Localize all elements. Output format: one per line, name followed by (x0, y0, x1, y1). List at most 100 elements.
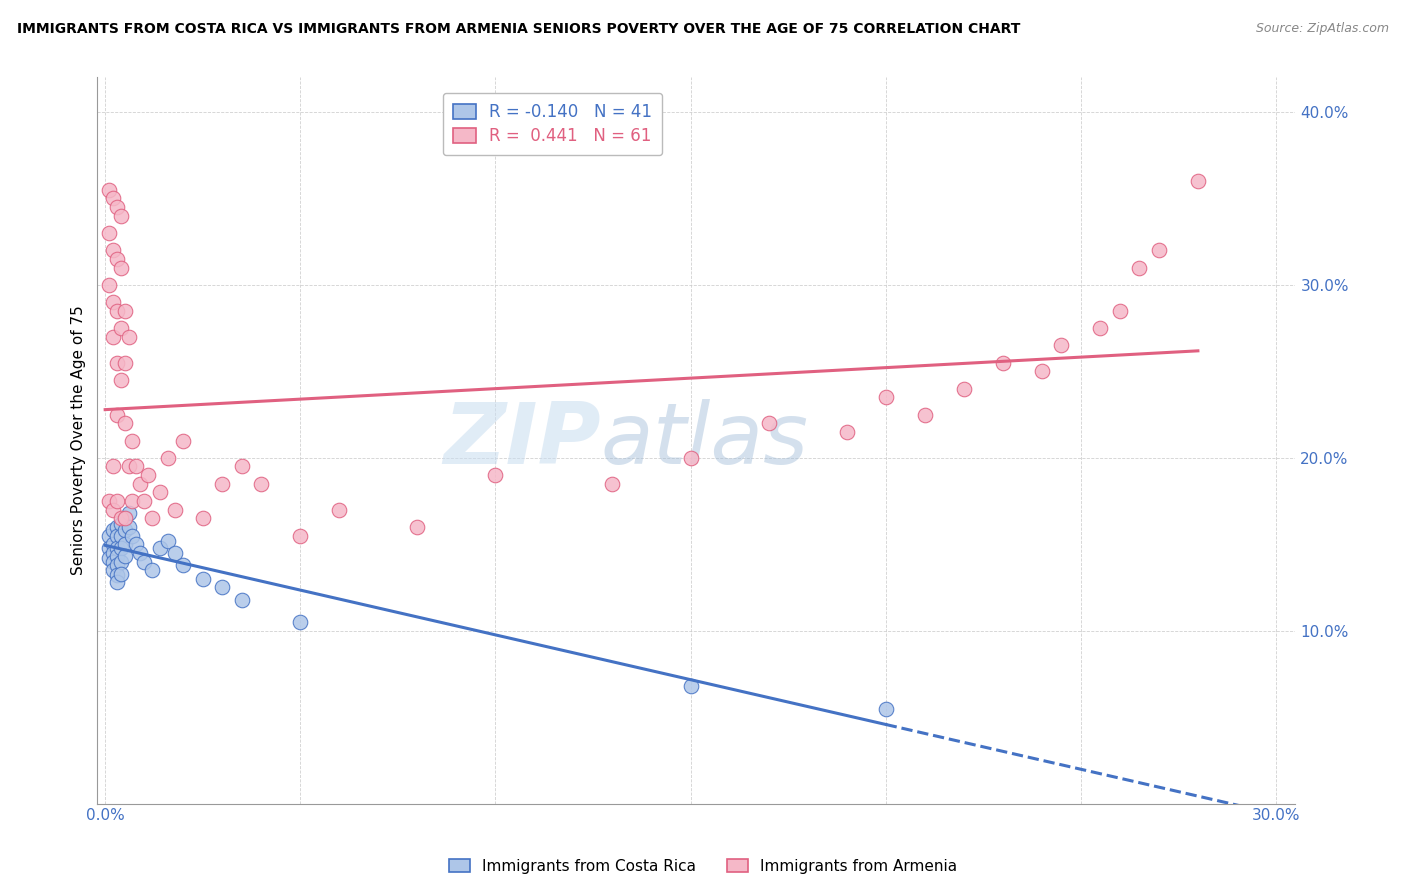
Point (110, 511, 132, 525)
Point (156, 533, 179, 548)
Text: IMMIGRANTS FROM COSTA RICA VS IMMIGRANTS FROM ARMENIA SENIORS POVERTY OVER THE A: IMMIGRANTS FROM COSTA RICA VS IMMIGRANTS… (17, 22, 1021, 37)
Point (114, 537, 136, 551)
Point (101, 502, 124, 516)
Point (101, 537, 124, 551)
Point (875, 701, 897, 715)
Text: Source: ZipAtlas.com: Source: ZipAtlas.com (1256, 22, 1389, 36)
Point (211, 476, 233, 491)
Point (141, 511, 163, 525)
Point (101, 244, 124, 258)
Point (110, 528, 132, 542)
Point (134, 555, 156, 569)
Legend: R = -0.140   N = 41, R =  0.441   N = 61: R = -0.140 N = 41, R = 0.441 N = 61 (443, 93, 662, 155)
Point (484, 468, 506, 483)
Point (114, 356, 136, 370)
Point (110, 566, 132, 581)
Point (172, 558, 194, 572)
Point (125, 459, 148, 474)
Point (125, 537, 148, 551)
Point (1108, 303, 1130, 318)
Point (114, 416, 136, 430)
Point (211, 581, 233, 595)
Point (101, 563, 124, 577)
Point (114, 511, 136, 525)
Point (165, 502, 187, 516)
Point (290, 615, 312, 629)
Point (101, 546, 124, 560)
Point (105, 541, 128, 555)
Point (952, 382, 974, 396)
Text: ZIP: ZIP (443, 399, 600, 482)
Point (117, 330, 139, 344)
Point (835, 425, 858, 439)
Point (1031, 364, 1053, 378)
Point (114, 549, 136, 564)
Point (110, 373, 132, 387)
Point (165, 546, 187, 560)
Point (117, 520, 139, 534)
Point (679, 679, 702, 693)
Point (114, 303, 136, 318)
Point (105, 568, 128, 582)
Point (149, 541, 172, 555)
Point (1147, 244, 1170, 258)
Point (105, 200, 128, 214)
Point (191, 572, 214, 586)
Point (98, 528, 121, 542)
Point (191, 511, 214, 525)
Point (149, 485, 172, 500)
Point (101, 555, 124, 569)
Point (121, 528, 143, 542)
Point (991, 356, 1014, 370)
Point (110, 541, 132, 555)
Point (129, 546, 152, 560)
Point (98, 541, 121, 555)
Point (250, 476, 273, 491)
Point (117, 506, 139, 520)
Point (231, 592, 253, 607)
Point (758, 416, 780, 430)
Point (134, 494, 156, 508)
Point (105, 528, 128, 542)
Point (1090, 321, 1112, 335)
Point (101, 191, 124, 205)
Point (110, 555, 132, 569)
Point (105, 549, 128, 564)
Point (914, 408, 936, 422)
Point (110, 260, 132, 275)
Point (101, 330, 124, 344)
Point (105, 356, 128, 370)
Point (110, 321, 132, 335)
Point (101, 459, 124, 474)
Point (328, 502, 350, 516)
Point (114, 524, 136, 538)
Point (105, 520, 128, 534)
Point (231, 459, 253, 474)
Point (110, 209, 132, 223)
Point (156, 450, 179, 465)
Point (98, 183, 121, 197)
Point (98, 494, 121, 508)
Point (105, 575, 128, 590)
Point (136, 468, 159, 483)
Legend: Immigrants from Costa Rica, Immigrants from Armenia: Immigrants from Costa Rica, Immigrants f… (443, 853, 963, 880)
Point (105, 252, 128, 266)
Point (172, 434, 194, 448)
Point (121, 434, 143, 448)
Point (1187, 174, 1209, 188)
Point (1128, 260, 1150, 275)
Point (98, 277, 121, 292)
Point (105, 408, 128, 422)
Point (114, 511, 136, 525)
Point (98, 551, 121, 566)
Point (105, 303, 128, 318)
Point (117, 459, 139, 474)
Text: atlas: atlas (600, 399, 808, 482)
Point (105, 494, 128, 508)
Point (1050, 338, 1073, 352)
Point (110, 516, 132, 531)
Point (141, 563, 163, 577)
Y-axis label: Seniors Poverty Over the Age of 75: Seniors Poverty Over the Age of 75 (72, 306, 86, 575)
Point (290, 528, 312, 542)
Point (98, 226, 121, 240)
